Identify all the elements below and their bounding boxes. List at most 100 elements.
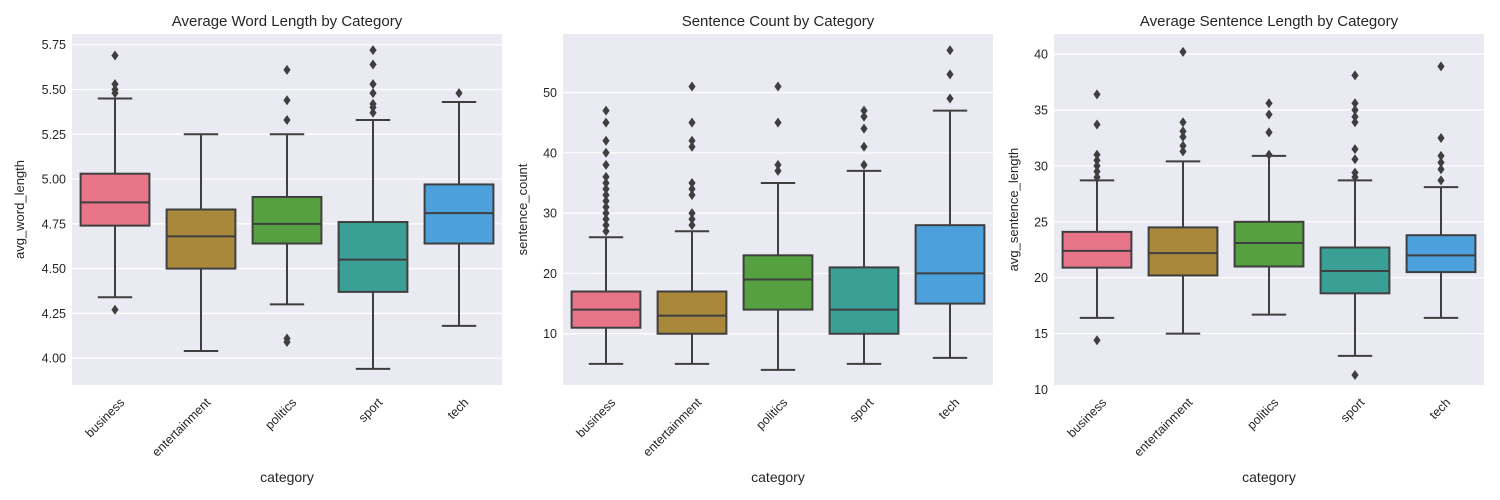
outlier-point — [1351, 70, 1359, 81]
box-entertainment — [165, 133, 237, 352]
outlier-point — [1437, 157, 1445, 168]
outlier-point — [774, 165, 782, 176]
y-tick-label: 4.50 — [42, 262, 66, 276]
outlier-point — [1351, 105, 1359, 116]
iqr-box — [1233, 220, 1305, 268]
outlier-point — [1265, 109, 1273, 120]
outlier-point — [1093, 155, 1101, 166]
box-entertainment — [656, 81, 728, 365]
iqr-box — [656, 290, 728, 335]
outlier-point — [369, 45, 377, 56]
x-tick-label: entertainment — [1131, 395, 1195, 459]
y-tick-label: 35 — [1034, 104, 1048, 118]
x-tick-label: business — [83, 395, 128, 440]
box-sport — [337, 45, 409, 370]
outlier-point — [946, 69, 954, 80]
outlier-point — [369, 107, 377, 118]
outlier-point — [602, 196, 610, 207]
outlier-point — [1093, 172, 1101, 183]
panel-avg-word-length: Average Word Length by Category avg_word… — [12, 13, 502, 485]
outlier-point — [283, 114, 291, 125]
outlier-point — [774, 117, 782, 128]
outlier-point — [1093, 166, 1101, 177]
box-politics — [251, 64, 323, 348]
x-tick-label: tech — [1427, 395, 1454, 422]
outlier-point — [688, 190, 696, 201]
iqr-box — [828, 266, 900, 335]
outlier-point — [1265, 149, 1273, 160]
y-tick-label: 5.25 — [42, 128, 66, 142]
iqr-box — [1061, 230, 1133, 269]
chart-title: Average Word Length by Category — [172, 13, 403, 30]
outlier-point — [1179, 117, 1187, 128]
outlier-point — [602, 159, 610, 170]
outlier-point — [602, 202, 610, 213]
outlier-point — [688, 208, 696, 219]
y-tick-label: 30 — [1034, 159, 1048, 173]
box-sport — [828, 105, 900, 365]
outlier-point — [688, 141, 696, 152]
iqr-box — [337, 221, 409, 293]
iqr-box — [251, 195, 323, 245]
outlier-point — [602, 220, 610, 231]
outlier-point — [1093, 119, 1101, 130]
y-tick-label: 4.25 — [42, 307, 66, 321]
outlier-point — [283, 64, 291, 75]
outlier-point — [369, 88, 377, 99]
x-tick-label: business — [574, 395, 619, 440]
x-tick-label: entertainment — [640, 395, 704, 459]
y-tick-label: 5.50 — [42, 83, 66, 97]
x-axis-label: category — [260, 469, 314, 485]
outlier-point — [860, 123, 868, 134]
chart-title: Sentence Count by Category — [682, 13, 875, 30]
iqr-box — [1405, 234, 1477, 274]
outlier-point — [688, 177, 696, 188]
y-tick-label: 10 — [1034, 383, 1048, 397]
outlier-point — [602, 105, 610, 116]
box-tech — [423, 88, 495, 327]
y-axis-label: avg_word_length — [12, 160, 27, 259]
outlier-point — [1351, 111, 1359, 122]
outlier-point — [1351, 167, 1359, 178]
y-tick-label: 4.00 — [42, 352, 66, 366]
outlier-point — [1437, 132, 1445, 143]
outlier-point — [774, 159, 782, 170]
box-business — [570, 105, 642, 365]
outlier-point — [688, 117, 696, 128]
outlier-point — [111, 50, 119, 61]
outlier-point — [455, 88, 463, 99]
outlier-point — [1351, 369, 1359, 380]
outlier-point — [1437, 175, 1445, 186]
outlier-point — [602, 177, 610, 188]
outlier-point — [688, 135, 696, 146]
outlier-point — [1437, 164, 1445, 175]
x-tick-label: sport — [356, 395, 386, 425]
outlier-point — [860, 141, 868, 152]
outlier-point — [1179, 46, 1187, 57]
x-tick-label: entertainment — [149, 395, 213, 459]
iqr-box — [79, 172, 151, 227]
x-axis-label: category — [751, 469, 805, 485]
outlier-point — [111, 304, 119, 315]
chart-title: Average Sentence Length by Category — [1140, 13, 1399, 30]
outlier-point — [860, 105, 868, 116]
outlier-point — [1093, 89, 1101, 100]
box-business — [79, 50, 151, 315]
y-tick-label: 10 — [543, 327, 557, 341]
x-tick-label: politics — [1244, 395, 1281, 432]
outlier-point — [860, 159, 868, 170]
y-tick-label: 5.00 — [42, 173, 66, 187]
outlier-point — [369, 98, 377, 109]
iqr-box — [165, 208, 237, 270]
x-tick-label: politics — [262, 395, 299, 432]
outlier-point — [602, 183, 610, 194]
y-tick-label: 30 — [543, 207, 557, 221]
y-tick-label: 20 — [543, 267, 557, 281]
iqr-box — [742, 254, 814, 311]
x-axis-label: category — [1242, 469, 1296, 485]
outlier-point — [602, 117, 610, 128]
outlier-point — [688, 183, 696, 194]
outlier-point — [369, 79, 377, 90]
outlier-point — [1265, 98, 1273, 109]
x-tick-label: tech — [445, 395, 472, 422]
